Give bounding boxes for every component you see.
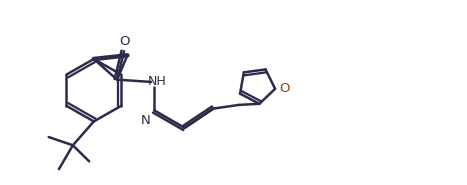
Text: N: N <box>141 114 151 127</box>
Text: O: O <box>279 82 290 95</box>
Text: O: O <box>119 35 129 48</box>
Text: NH: NH <box>147 75 166 88</box>
